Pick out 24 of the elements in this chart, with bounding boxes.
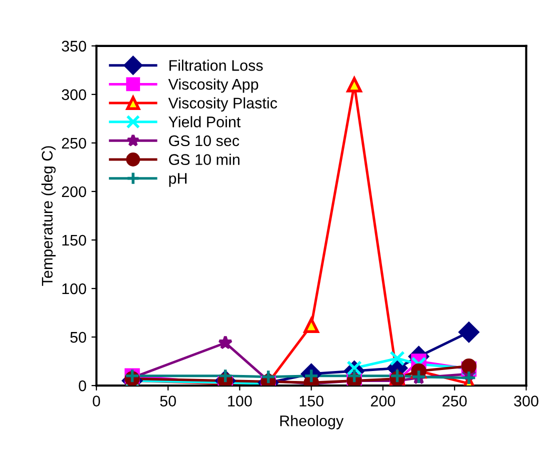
- legend-label: GS 10 min: [169, 154, 240, 165]
- x-tick-label: 100: [228, 396, 252, 407]
- y-tick-label: 250: [62, 138, 86, 149]
- y-tick-label: 100: [62, 283, 86, 294]
- legend-label: GS 10 sec: [169, 135, 240, 146]
- y-tick-label: 200: [62, 186, 86, 198]
- y-tick-label: 300: [62, 89, 86, 100]
- legend-label: Filtration Loss: [169, 60, 263, 71]
- y-tick-label: 350: [62, 40, 86, 52]
- x-axis-title: Rheology: [280, 415, 344, 430]
- y-axis-title: Temperature (deg C): [41, 146, 56, 286]
- legend-label: pH: [169, 173, 187, 187]
- x-tick-label: 50: [160, 396, 176, 407]
- legend-label: Viscosity App: [168, 78, 258, 93]
- legend-label: Viscosity Plastic: [168, 97, 278, 112]
- x-tick-label: 250: [442, 396, 467, 407]
- x-tick-label: 200: [370, 396, 396, 407]
- x-tick-label: 0: [92, 396, 100, 407]
- legend-label: Yield Point: [168, 116, 241, 128]
- x-tick-label: 150: [300, 396, 324, 407]
- y-tick-label: 0: [78, 380, 86, 392]
- y-tick-label: 50: [70, 332, 86, 343]
- y-tick-label: 150: [62, 234, 86, 246]
- x-tick-label: 300: [514, 396, 538, 407]
